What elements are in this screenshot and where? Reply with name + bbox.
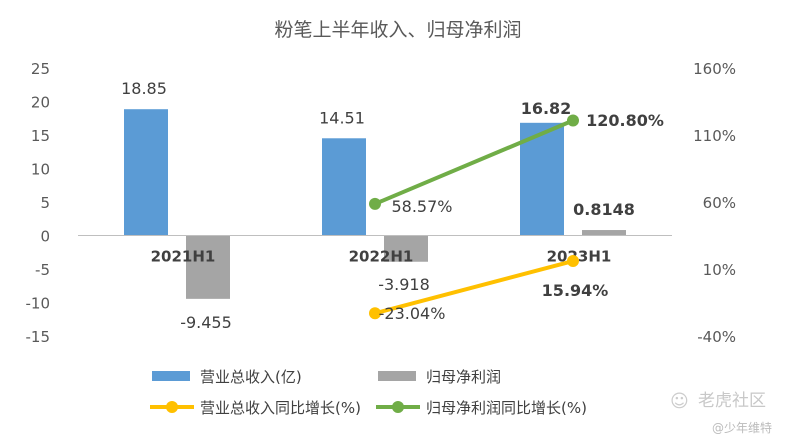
y-left-tick-label: 20 bbox=[31, 94, 50, 112]
legend-label: 营业总收入(亿) bbox=[200, 368, 302, 386]
line-data-label: 120.80% bbox=[586, 111, 664, 130]
bar-net-profit bbox=[384, 235, 428, 262]
y-left-tick-label: 15 bbox=[31, 127, 50, 145]
watermark-text: 老虎社区 bbox=[698, 391, 766, 411]
line-data-label: 58.57% bbox=[391, 197, 452, 216]
y-right-tick-label: 160% bbox=[693, 60, 736, 78]
y-right-tick-label: 110% bbox=[693, 127, 736, 145]
y-left-tick-label: -10 bbox=[26, 295, 51, 313]
y-left-tick-label: -15 bbox=[26, 328, 51, 346]
bar-net-profit bbox=[582, 230, 626, 236]
bar-revenue bbox=[124, 109, 168, 236]
plot-area: 25 20 15 10 5 0 -5 -10 -15 160% 110% 60% 10% -40% 2021… bbox=[26, 60, 737, 346]
line-data-label: 15.94% bbox=[542, 281, 609, 300]
y-left-tick-label: 10 bbox=[31, 161, 50, 179]
x-tick-label: 2021H1 bbox=[151, 248, 216, 266]
legend-label: 归母净利润同比增长(%) bbox=[426, 399, 587, 417]
bar-net-profit bbox=[186, 235, 230, 299]
legend-swatch bbox=[152, 371, 190, 381]
bar-data-label-net-profit: 0.8148 bbox=[573, 200, 635, 219]
bar-data-label-revenue: 14.51 bbox=[319, 108, 365, 127]
series-point bbox=[567, 255, 579, 268]
series-line-revenue-growth bbox=[373, 259, 575, 316]
series-point bbox=[567, 114, 579, 127]
legend-label: 营业总收入同比增长(%) bbox=[200, 399, 361, 417]
series-line-profit-growth bbox=[373, 118, 575, 206]
line-data-label: -23.04% bbox=[379, 304, 446, 323]
bar-data-label-revenue: 16.82 bbox=[521, 99, 572, 118]
y-left-tick-label: 0 bbox=[40, 228, 50, 246]
bar-data-label-revenue: 18.85 bbox=[121, 79, 167, 98]
watermark-handle: @少年维特 bbox=[712, 420, 772, 435]
y-right-tick-label: 10% bbox=[703, 261, 736, 279]
bar-data-label-net-profit: -3.918 bbox=[378, 275, 430, 294]
legend-swatch bbox=[378, 371, 416, 381]
legend-label: 归母净利润 bbox=[426, 368, 501, 386]
legend-marker bbox=[392, 401, 404, 413]
bar-revenue bbox=[322, 138, 366, 236]
chart-title: 粉笔上半年收入、归母净利润 bbox=[274, 19, 521, 41]
bar-data-label-net-profit: -9.455 bbox=[180, 313, 232, 332]
legend-marker bbox=[166, 401, 178, 413]
series-point bbox=[369, 197, 381, 210]
y-right-tick-label: 60% bbox=[703, 194, 736, 212]
y-left-tick-label: 5 bbox=[40, 194, 50, 212]
y-right-tick-label: -40% bbox=[697, 328, 736, 346]
series-point bbox=[369, 307, 381, 320]
watermark: ☺ 老虎社区 @少年维特 bbox=[670, 391, 772, 435]
x-tick-label: 2022H1 bbox=[349, 248, 414, 266]
watermark-logo-icon: ☺ bbox=[670, 391, 689, 412]
x-tick-label: 2023H1 bbox=[547, 248, 612, 266]
y-left-tick-label: 25 bbox=[31, 60, 50, 78]
y-left-tick-label: -5 bbox=[35, 261, 50, 279]
